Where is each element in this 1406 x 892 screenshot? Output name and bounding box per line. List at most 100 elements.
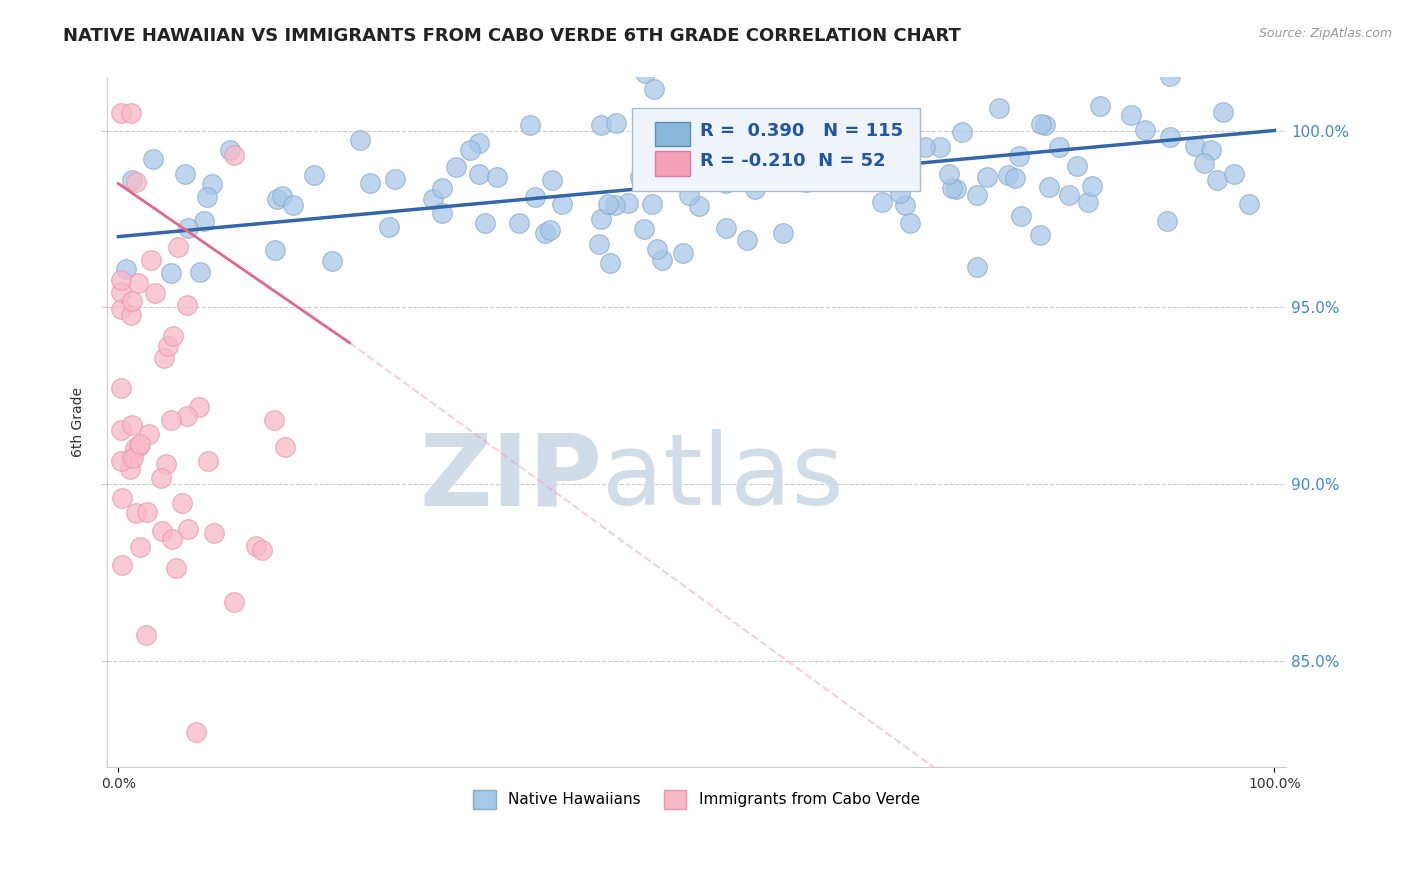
Point xyxy=(688,199,710,213)
Point xyxy=(118,462,141,476)
Point xyxy=(245,539,267,553)
Point xyxy=(321,253,343,268)
Point xyxy=(591,118,613,132)
Point xyxy=(689,157,711,171)
Point xyxy=(125,175,148,189)
Point xyxy=(160,412,183,426)
Point xyxy=(468,136,491,150)
Point xyxy=(1223,167,1246,181)
Point xyxy=(1184,139,1206,153)
Point xyxy=(987,101,1010,115)
Point xyxy=(1066,159,1088,173)
Point xyxy=(121,293,143,308)
Point xyxy=(224,595,246,609)
Point xyxy=(1088,99,1111,113)
Point xyxy=(541,173,564,187)
Point xyxy=(735,233,758,247)
Point xyxy=(160,266,183,280)
Point xyxy=(1077,195,1099,210)
Point xyxy=(643,82,665,96)
Text: Source: ZipAtlas.com: Source: ZipAtlas.com xyxy=(1258,27,1392,40)
Point xyxy=(1004,170,1026,185)
Point xyxy=(444,160,467,174)
Point xyxy=(591,212,613,227)
Point xyxy=(125,506,148,520)
Point xyxy=(1047,140,1070,154)
Point xyxy=(458,143,481,157)
Point xyxy=(733,163,755,178)
Point xyxy=(170,495,193,509)
Point xyxy=(662,136,685,151)
Point xyxy=(645,242,668,256)
Point xyxy=(628,170,651,185)
Point xyxy=(605,116,627,130)
Point xyxy=(1057,188,1080,202)
Point xyxy=(219,143,242,157)
Text: R =  0.390   N = 115: R = 0.390 N = 115 xyxy=(700,122,903,140)
Point xyxy=(110,423,132,437)
Point xyxy=(1029,228,1052,243)
Point xyxy=(519,119,541,133)
Point xyxy=(744,182,766,196)
Point xyxy=(193,214,215,228)
Point xyxy=(142,152,165,166)
Point xyxy=(596,196,619,211)
Point xyxy=(1033,118,1056,132)
Point xyxy=(870,195,893,210)
Point xyxy=(127,276,149,290)
Point xyxy=(716,170,738,185)
Point xyxy=(468,167,491,181)
Point xyxy=(122,450,145,465)
Point xyxy=(803,161,825,176)
Point xyxy=(110,558,132,572)
Point xyxy=(270,188,292,202)
Point xyxy=(883,127,905,141)
Y-axis label: 6th Grade: 6th Grade xyxy=(72,387,86,458)
Point xyxy=(129,437,152,451)
Point xyxy=(551,196,574,211)
Text: ZIP: ZIP xyxy=(419,429,602,526)
FancyBboxPatch shape xyxy=(631,109,921,191)
Point xyxy=(617,196,640,211)
Legend: Native Hawaiians, Immigrants from Cabo Verde: Native Hawaiians, Immigrants from Cabo V… xyxy=(467,784,927,814)
Point xyxy=(153,351,176,365)
Point xyxy=(176,298,198,312)
Point xyxy=(187,400,209,414)
Point xyxy=(120,451,142,466)
Point xyxy=(603,198,626,212)
Point xyxy=(651,252,673,267)
Text: atlas: atlas xyxy=(602,429,844,526)
Point xyxy=(129,541,152,555)
Point xyxy=(938,167,960,181)
Point xyxy=(950,125,973,139)
Point xyxy=(266,192,288,206)
Text: R = -0.210  N = 52: R = -0.210 N = 52 xyxy=(700,152,886,170)
Point xyxy=(645,149,668,163)
Point xyxy=(1156,214,1178,228)
Point xyxy=(378,219,401,234)
Point xyxy=(976,169,998,184)
Point xyxy=(945,182,967,196)
Point xyxy=(813,121,835,136)
Point xyxy=(634,66,657,80)
Point xyxy=(1199,143,1222,157)
Point xyxy=(1212,105,1234,120)
Point xyxy=(150,524,173,538)
Point xyxy=(1081,179,1104,194)
Point xyxy=(534,226,557,240)
Point xyxy=(430,206,453,220)
Point xyxy=(304,168,326,182)
Point xyxy=(155,458,177,472)
Point xyxy=(188,264,211,278)
Point xyxy=(661,111,683,125)
Point xyxy=(997,168,1019,182)
Point xyxy=(1121,108,1143,122)
Point xyxy=(1194,155,1216,169)
Point xyxy=(110,301,132,316)
Point xyxy=(135,628,157,642)
Point xyxy=(1206,173,1229,187)
Point xyxy=(422,192,444,206)
Point xyxy=(508,216,530,230)
Point xyxy=(176,409,198,424)
Point xyxy=(195,190,218,204)
